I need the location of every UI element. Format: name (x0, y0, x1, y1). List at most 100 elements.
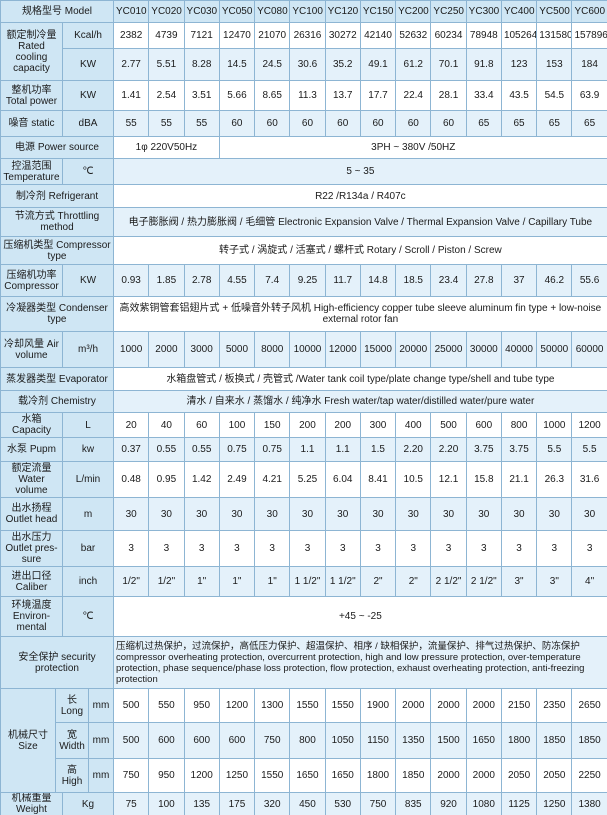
cell-value: 30272 (324, 22, 361, 49)
cell-value: 1250 (218, 758, 256, 793)
cell-value: 1200 (218, 688, 256, 723)
header-label: 规格型号 Model (0, 0, 115, 23)
cell-value: 65 (536, 110, 573, 137)
cell-value: 35.2 (324, 48, 361, 81)
cell-value: 1900 (359, 688, 397, 723)
cell-value: 800 (289, 722, 326, 759)
cell-value: 3000 (183, 331, 220, 368)
cell-value: 60 (254, 110, 291, 137)
cell-value: 800 (500, 412, 538, 438)
cell-value: 11.3 (289, 80, 326, 111)
cell-value: 175 (218, 792, 256, 815)
cell-value: 3" (500, 566, 538, 597)
cell-value: 600 (465, 412, 502, 438)
unit: KW (61, 48, 115, 81)
cell-value: 30 (324, 497, 361, 531)
cell-value: 75 (113, 792, 150, 815)
cell-value: 3 (183, 530, 220, 567)
cell-value: 2.20 (395, 437, 432, 462)
cell-value: 14.8 (359, 264, 397, 297)
cell-value: 70.1 (430, 48, 467, 81)
unit: KW (61, 264, 115, 297)
cell-value: 3.51 (183, 80, 220, 111)
cell-value: 1550 (324, 688, 361, 723)
cell-value: 13.7 (324, 80, 361, 111)
cell-value: 3 (465, 530, 502, 567)
cell-value: 12000 (324, 331, 361, 368)
cell-value: 157896 (571, 22, 607, 49)
row-label: 电源 Power source (0, 136, 115, 159)
cell-value: 950 (148, 758, 185, 793)
cell-value: 1000 (536, 412, 573, 438)
cell-value: 530 (324, 792, 361, 815)
cell-value: 3 (289, 530, 326, 567)
unit: m³/h (61, 331, 115, 368)
cell-value: 5.66 (218, 80, 256, 111)
unit: Kg (61, 792, 115, 815)
cell-value: 65 (465, 110, 502, 137)
cell-value: 2000 (148, 331, 185, 368)
cell-value: 20000 (395, 331, 432, 368)
cell-value: 17.7 (359, 80, 397, 111)
cell-value: 33.4 (465, 80, 502, 111)
cell-value: 2650 (571, 688, 607, 723)
sub-label: 宽 Width (55, 722, 89, 759)
cell-value: 3.75 (500, 437, 538, 462)
cell-value: 1/2" (113, 566, 150, 597)
cell-value: 2.54 (148, 80, 185, 111)
row-label: 压缩机功率 Compressor (0, 264, 63, 297)
row-label: 额定制冷量 Rated cooling capacity (0, 22, 63, 81)
cell-value: 1500 (430, 722, 467, 759)
model-name: YC080 (254, 0, 291, 23)
model-name: YC010 (113, 0, 150, 23)
cell-value: 1" (254, 566, 291, 597)
cell-value: 7.4 (254, 264, 291, 297)
cell-value: 3 (113, 530, 150, 567)
cell-value: 46.2 (536, 264, 573, 297)
cell-value: 78948 (465, 22, 502, 49)
cell-value: 5.5 (571, 437, 607, 462)
unit: dBA (61, 110, 115, 137)
cell-value: 2000 (430, 758, 467, 793)
cell-value: 30 (571, 497, 607, 531)
cell-value: 50000 (536, 331, 573, 368)
cell-value: 55 (113, 110, 150, 137)
row-label: 出水扬程 Outlet head (0, 497, 63, 531)
model-name: YC600 (571, 0, 607, 23)
cell-value: 30 (183, 497, 220, 531)
cell-value: 1850 (571, 722, 607, 759)
cell-value: 30 (359, 497, 397, 531)
cell-value: 43.5 (500, 80, 538, 111)
cell-value: R22 /R134a / R407c (113, 184, 607, 208)
cell-value: 3 (395, 530, 432, 567)
cell-value: 2 1/2" (465, 566, 502, 597)
cell-value: 1300 (254, 688, 291, 723)
cell-value: 1.1 (324, 437, 361, 462)
cell-value: 25000 (430, 331, 467, 368)
row-label: 额定流量 Water volume (0, 461, 63, 498)
cell-value: 1125 (500, 792, 538, 815)
cell-value: 60 (395, 110, 432, 137)
cell-value: 1150 (359, 722, 397, 759)
cell-value: 1000 (113, 331, 150, 368)
cell-value: 60000 (571, 331, 607, 368)
cell-value: 2000 (430, 688, 467, 723)
cell-value: 4739 (148, 22, 185, 49)
cell-value: 2.49 (218, 461, 256, 498)
cell-value: 320 (254, 792, 291, 815)
cell-value: 600 (218, 722, 256, 759)
cell-value: 0.93 (113, 264, 150, 297)
cell-value: 4" (571, 566, 607, 597)
cell-value: 1350 (395, 722, 432, 759)
cell-value: 2250 (571, 758, 607, 793)
cell-value: 清水 / 自来水 / 蒸馏水 / 纯净水 Fresh water/tap wat… (113, 390, 607, 413)
cell-value: 100 (148, 792, 185, 815)
cell-value: 12470 (218, 22, 256, 49)
cell-value: 1.5 (359, 437, 397, 462)
cell-value: 30 (465, 497, 502, 531)
cell-value: 1φ 220V50Hz (113, 136, 220, 159)
unit: mm (87, 722, 115, 759)
cell-value: 11.7 (324, 264, 361, 297)
cell-value: 1550 (254, 758, 291, 793)
cell-value: 60 (289, 110, 326, 137)
